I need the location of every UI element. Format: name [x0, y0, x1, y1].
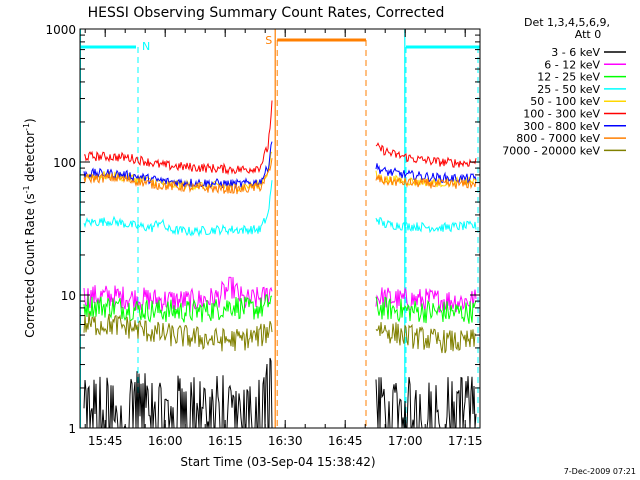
series-line: [83, 158, 273, 195]
y-tick-label: 1000: [45, 23, 76, 37]
y-axis-label-sup: -1: [22, 123, 31, 131]
legend-entry-label: 300 - 800 keV: [523, 120, 600, 133]
generation-timestamp: 7-Dec-2009 07:21: [564, 467, 636, 476]
legend-entry-label: 3 - 6 keV: [551, 46, 600, 59]
x-tick-label: 16:30: [268, 434, 303, 448]
flag-label: N: [142, 40, 150, 53]
y-axis-label-sup: -1: [22, 185, 31, 193]
y-axis-label-part: Corrected Count Rate (s: [23, 193, 37, 337]
legend-entry-label: 12 - 25 keV: [537, 71, 600, 84]
legend-entry-label: 7000 - 20000 keV: [502, 144, 600, 157]
legend-entry-label: 25 - 50 keV: [537, 83, 600, 96]
series-line: [375, 296, 477, 324]
series-line: [84, 100, 273, 176]
axes: 15:45 16:00 16:15 16:30 16:45 17:00 17:15 1 10 10…: [45, 23, 482, 448]
y-axis-label-part: ): [23, 118, 37, 123]
y-axis-label-part: detector: [23, 131, 37, 186]
y-axis-label: Corrected Count Rate (s-1 detector-1): [22, 118, 37, 337]
series-line: [83, 294, 273, 323]
legend-header: Det 1,3,4,5,6,9,: [524, 16, 610, 29]
legend-entry-label: 50 - 100 keV: [530, 95, 600, 108]
legend-entry-label: 6 - 12 keV: [544, 58, 600, 71]
series-line: [83, 141, 273, 189]
flag-label: S: [265, 34, 272, 47]
y-tick-label: 1: [68, 422, 76, 436]
x-tick-label: 16:15: [208, 434, 243, 448]
y-tick-label: 10: [61, 289, 76, 303]
series-line: [83, 357, 273, 429]
x-tick-label: 16:00: [148, 434, 183, 448]
series-800-7000-kev: [83, 158, 477, 195]
chart-title: HESSI Observing Summary Count Rates, Cor…: [88, 5, 445, 21]
x-tick-label: 16:45: [328, 434, 363, 448]
series-layer: [83, 100, 477, 429]
series-25-50-kev: [83, 180, 477, 238]
series-line: [375, 286, 477, 313]
series-line: [375, 163, 477, 184]
x-tick-label: 17:00: [388, 434, 423, 448]
series-line: [375, 217, 477, 234]
series-7000-20000-kev: [83, 313, 477, 354]
legend-entry-label: 800 - 7000 keV: [516, 132, 600, 145]
series-line: [83, 313, 273, 352]
series-line: [375, 174, 477, 190]
series-line: [83, 151, 273, 192]
series-300-800-kev: [83, 141, 477, 189]
x-axis-label: Start Time (03-Sep-04 15:38:42): [180, 455, 375, 469]
plot-frame: [79, 28, 481, 429]
series-12-25-kev: [83, 294, 477, 324]
series-100-300-kev: [84, 100, 477, 176]
x-tick-label: 17:15: [448, 434, 483, 448]
legend-entry-label: 100 - 300 keV: [523, 108, 600, 121]
y-tick-label: 100: [53, 156, 76, 170]
series-line: [375, 322, 477, 354]
x-tick-label: 15:45: [88, 434, 123, 448]
legend-header-att: Att 0: [575, 28, 601, 41]
series-line: [375, 142, 477, 168]
series-line: [83, 180, 273, 238]
